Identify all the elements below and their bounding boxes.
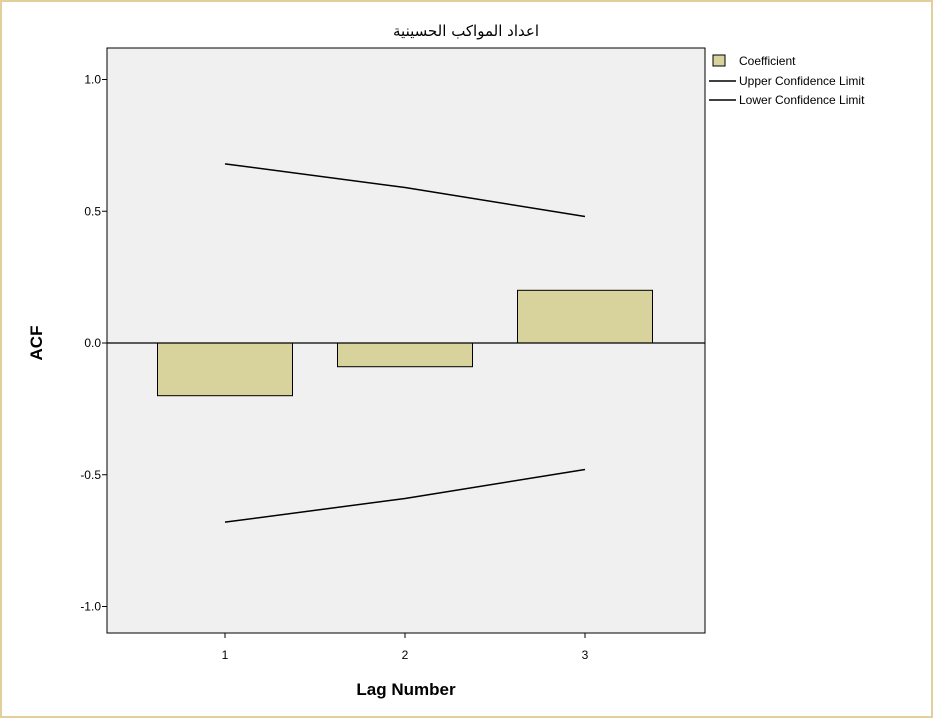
- y-tick-label: -0.5: [80, 468, 101, 482]
- coefficient-bar: [157, 342, 293, 397]
- coefficient-bar: [337, 342, 473, 368]
- y-axis-title: ACF: [27, 326, 46, 361]
- x-tick-label: 1: [222, 648, 229, 662]
- y-tick-label: 0.5: [84, 204, 101, 218]
- y-tick-label: 1.0: [84, 73, 101, 87]
- legend-label-coefficient: Coefficient: [739, 54, 796, 68]
- legend-swatch-coefficient: [712, 54, 726, 67]
- upper-confidence-line: [224, 163, 586, 218]
- y-tick-label: 0.0: [84, 336, 101, 350]
- y-tick-label: -1.0: [80, 600, 101, 614]
- x-tick-label: 3: [582, 648, 589, 662]
- legend-label-lower: Lower Confidence Limit: [739, 93, 865, 107]
- x-axis-title: Lag Number: [356, 680, 456, 699]
- chart-title: اعداد المواكب الحسينية: [393, 22, 539, 40]
- legend-label-upper: Upper Confidence Limit: [739, 74, 865, 88]
- x-tick-label: 2: [402, 648, 409, 662]
- legend: Coefficient Upper Confidence Limit Lower C…: [709, 54, 865, 107]
- coefficient-bar: [517, 289, 653, 344]
- lower-confidence-line: [224, 468, 586, 523]
